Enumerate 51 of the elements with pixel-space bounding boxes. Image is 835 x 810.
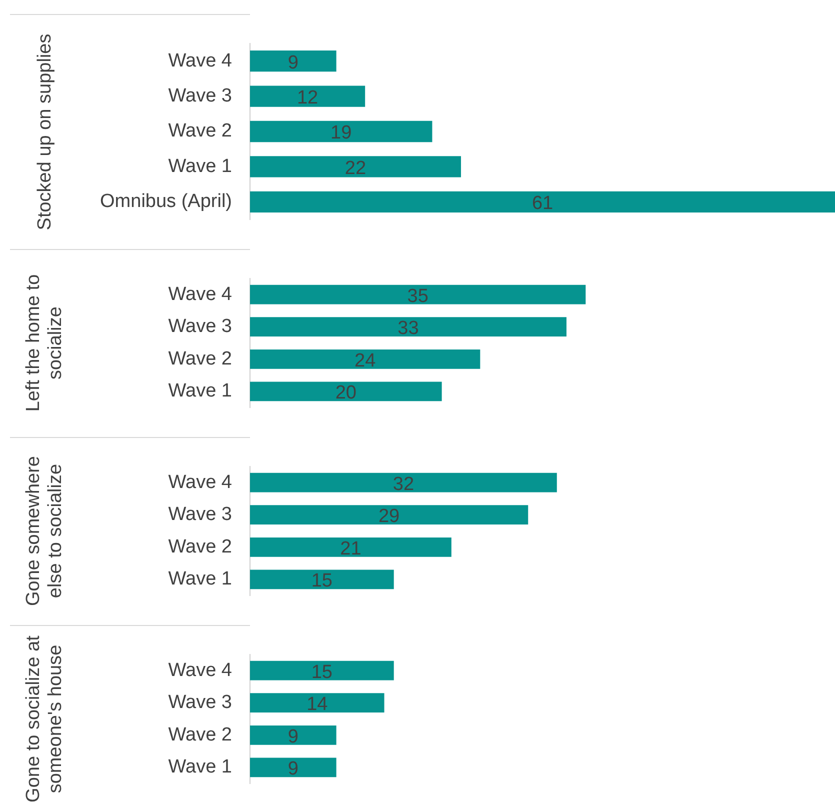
data-label: 21 bbox=[340, 538, 362, 560]
bar bbox=[250, 50, 336, 72]
text: Gone to socialize at someone's house bbox=[22, 634, 67, 804]
y-tick-label: Wave 4 bbox=[168, 660, 232, 681]
data-label: 15 bbox=[311, 570, 332, 592]
y-tick-label: Wave 4 bbox=[168, 284, 232, 305]
bar bbox=[250, 284, 586, 304]
data-label: 19 bbox=[330, 122, 352, 144]
y-tick-label: Wave 4 bbox=[168, 472, 232, 493]
text: Stocked up on supplies bbox=[33, 32, 56, 232]
bar bbox=[250, 317, 566, 337]
bar bbox=[250, 570, 394, 590]
bar bbox=[250, 86, 366, 107]
y-tick-label: Wave 1 bbox=[168, 380, 232, 402]
y-tick-label: Wave 4 bbox=[168, 50, 232, 72]
data-label: 35 bbox=[407, 286, 428, 307]
text: Left the home to socialize bbox=[22, 273, 67, 414]
y-tick-label: Wave 2 bbox=[168, 724, 232, 746]
data-label: 14 bbox=[306, 694, 328, 716]
bar bbox=[250, 120, 432, 142]
bar bbox=[250, 537, 452, 557]
y-tick-label: Omnibus (April) bbox=[100, 191, 232, 212]
data-label: 32 bbox=[392, 474, 414, 495]
bar bbox=[250, 191, 835, 213]
data-label: 24 bbox=[354, 350, 376, 372]
y-tick-label: Wave 1 bbox=[168, 756, 232, 778]
y-tick-label: Wave 3 bbox=[168, 504, 232, 526]
data-label: 9 bbox=[288, 758, 298, 780]
data-label: 12 bbox=[296, 87, 318, 108]
data-label: 20 bbox=[335, 382, 356, 404]
data-label: 15 bbox=[311, 662, 332, 683]
y-tick-label: Wave 3 bbox=[168, 316, 232, 338]
data-label: 9 bbox=[288, 52, 298, 74]
data-label: 9 bbox=[288, 726, 298, 748]
text: Gone somewhere else to socialize bbox=[22, 455, 67, 608]
bar bbox=[250, 505, 528, 525]
y-tick-label: Wave 3 bbox=[168, 692, 232, 714]
y-tick-label: Wave 2 bbox=[168, 348, 232, 370]
y-tick-label: Wave 3 bbox=[168, 85, 232, 106]
data-label: 33 bbox=[398, 318, 419, 340]
data-label: 29 bbox=[378, 506, 400, 528]
data-label: 22 bbox=[344, 158, 366, 179]
bar bbox=[250, 382, 442, 402]
bar bbox=[250, 156, 461, 178]
bar bbox=[250, 472, 557, 492]
data-label: 61 bbox=[532, 193, 554, 214]
y-tick-label: Wave 2 bbox=[168, 120, 232, 142]
bar bbox=[250, 349, 480, 369]
y-tick-label: Wave 1 bbox=[168, 568, 232, 590]
y-tick-label: Wave 1 bbox=[168, 156, 232, 177]
y-tick-label: Wave 2 bbox=[168, 536, 232, 558]
